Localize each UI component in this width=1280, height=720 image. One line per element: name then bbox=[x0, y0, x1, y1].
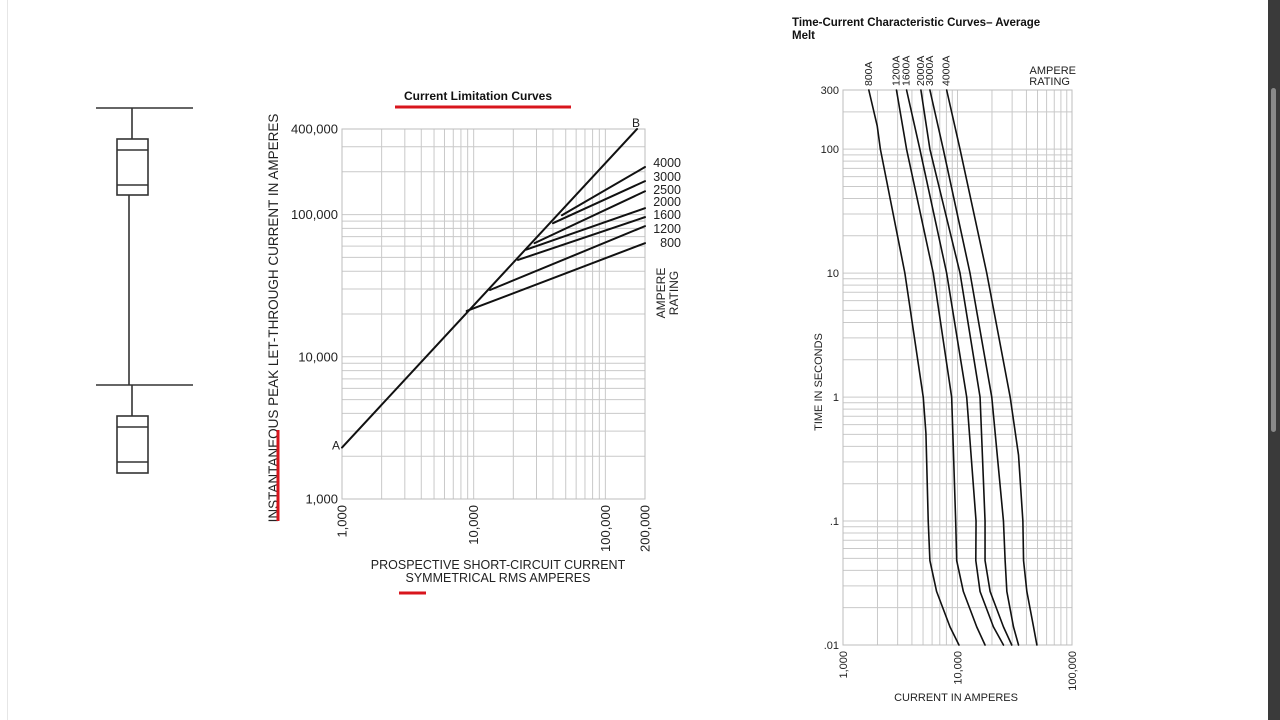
y-tick-label: 1 bbox=[833, 392, 839, 404]
series-label-4000A: 4000A bbox=[941, 56, 953, 86]
chart-title-line2: Melt bbox=[792, 30, 815, 42]
series-label-1600: 1600 bbox=[653, 208, 681, 222]
melt-curve-1200A bbox=[895, 89, 986, 646]
curve-4000a bbox=[560, 166, 646, 217]
red-underline-annotations bbox=[276, 105, 571, 595]
x-tick-label: 200,000 bbox=[638, 505, 653, 552]
series-label-3000A: 3000A bbox=[924, 56, 936, 86]
time-current-chart: Time-Current Characteristic Curves– Aver… bbox=[792, 17, 1079, 704]
curve-800a bbox=[465, 242, 646, 312]
legend-title: AMPERE bbox=[654, 268, 668, 319]
y-tick-label: 100,000 bbox=[291, 207, 338, 222]
curve-1600a bbox=[516, 216, 646, 261]
series-label-800A: 800A bbox=[863, 61, 875, 86]
y-tick-label: 1,000 bbox=[305, 492, 338, 507]
melt-curve-800A bbox=[867, 89, 960, 646]
curve-3000a bbox=[551, 180, 646, 225]
fuse-schematic bbox=[96, 107, 193, 474]
melt-curve-3000A bbox=[929, 89, 1020, 646]
series-label-2500: 2500 bbox=[653, 183, 681, 197]
legend-title-line2: RATING bbox=[1029, 76, 1070, 88]
plot-frame bbox=[842, 89, 1073, 646]
x-axis-label: CURRENT IN AMPERES bbox=[894, 692, 1018, 704]
y-tick-label: 10 bbox=[827, 268, 839, 280]
y-tick-label: .1 bbox=[830, 516, 839, 528]
curve-1200a bbox=[488, 225, 646, 291]
y-tick-label: 400,000 bbox=[291, 122, 338, 137]
y-tick-label: 10,000 bbox=[298, 349, 338, 364]
series-label-800: 800 bbox=[660, 236, 681, 250]
x-tick-label: 1,000 bbox=[838, 651, 850, 679]
grid bbox=[842, 89, 1073, 646]
series-label-1600A: 1600A bbox=[901, 56, 913, 86]
x-axis-label-line2: SYMMETRICAL RMS AMPERES bbox=[406, 571, 591, 585]
x-tick-label: 10,000 bbox=[952, 651, 964, 685]
point-label-a: A bbox=[332, 439, 340, 453]
y-tick-label: 300 bbox=[821, 85, 839, 97]
grid bbox=[341, 128, 646, 500]
point-label-b: B bbox=[632, 116, 640, 130]
series-label-1200A: 1200A bbox=[890, 56, 902, 86]
series-label-2000A: 2000A bbox=[915, 56, 927, 86]
y-tick-label: .01 bbox=[824, 640, 839, 652]
curve-2500a bbox=[533, 190, 646, 245]
series-label-3000: 3000 bbox=[653, 170, 681, 184]
x-tick-label: 100,000 bbox=[1067, 651, 1079, 691]
series-label-2000: 2000 bbox=[653, 195, 681, 209]
page-edge-divider bbox=[7, 0, 8, 720]
fuse-icon-lower bbox=[116, 415, 149, 474]
x-tick-label: 1,000 bbox=[335, 505, 350, 538]
y-axis-label: INSTANTANEOUS PEAK LET-THROUGH CURRENT I… bbox=[266, 114, 281, 523]
current-limitation-chart: Current Limitation Curves INSTANTANEOUS … bbox=[266, 89, 681, 585]
x-tick-label: 100,000 bbox=[598, 505, 613, 552]
chart-title: Time-Current Characteristic Curves– Aver… bbox=[792, 17, 1040, 29]
y-axis-label: TIME IN SECONDS bbox=[813, 333, 825, 431]
fuse-icon-upper bbox=[116, 138, 149, 196]
y-tick-label: 100 bbox=[821, 144, 839, 156]
x-tick-label: 10,000 bbox=[466, 505, 481, 545]
main-let-through-line bbox=[341, 128, 639, 449]
x-axis-label: PROSPECTIVE SHORT-CIRCUIT CURRENT bbox=[371, 558, 626, 572]
series-label-1200: 1200 bbox=[653, 222, 681, 236]
curve-2000a bbox=[525, 207, 646, 251]
legend-title-line2: RATING bbox=[667, 271, 681, 315]
melt-curve-1600A bbox=[905, 89, 1005, 646]
chart-title: Current Limitation Curves bbox=[404, 89, 552, 103]
melt-curve-2000A bbox=[920, 89, 1013, 646]
scrollbar-thumb[interactable] bbox=[1271, 88, 1276, 432]
series-label-4000: 4000 bbox=[653, 156, 681, 170]
melt-curve-4000A bbox=[945, 89, 1038, 646]
legend-title: AMPERE bbox=[1030, 65, 1076, 77]
plot-frame bbox=[341, 128, 646, 500]
